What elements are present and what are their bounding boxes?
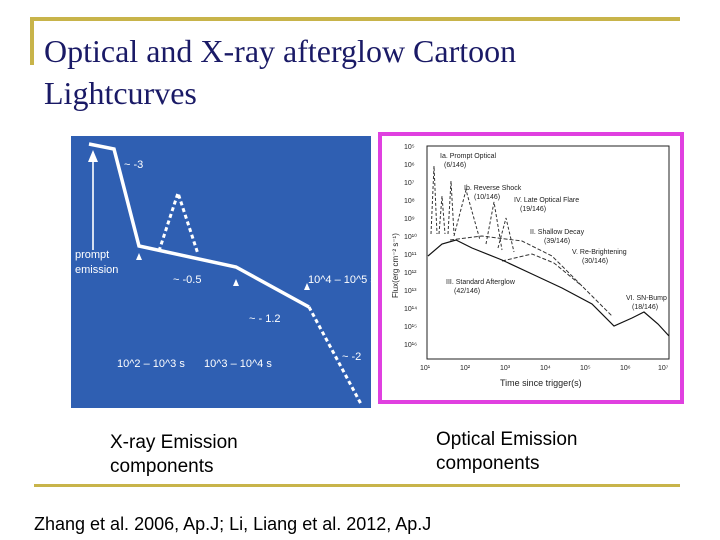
xray-flare-curve	[157, 188, 200, 255]
y-tick-label: 10⁸	[404, 198, 415, 205]
optical-xlabel: Time since trigger(s)	[500, 378, 582, 388]
bottom-rule	[34, 484, 680, 487]
break-marker-1	[136, 253, 142, 260]
prompt-optical-spike	[438, 195, 446, 235]
late-flare-curve	[485, 201, 503, 251]
label-v: V. Re-Brightening	[572, 249, 627, 256]
standard-afterglow-curve	[427, 239, 670, 337]
label-iii-count: (42/146)	[454, 288, 480, 295]
citation-text: Zhang et al. 2006, Ap.J; Li, Liang et al…	[34, 514, 432, 534]
y-tick-label: 10⁹	[404, 216, 415, 223]
prompt-optical-spike	[430, 165, 438, 235]
prompt-optical-spike	[447, 180, 455, 235]
break-marker-3	[304, 283, 310, 290]
prompt-arrow-head	[88, 150, 98, 162]
shallow-decay-curve	[449, 235, 613, 317]
label-vi: VI. SN-Bump	[626, 295, 667, 302]
label-ii: II. Shallow Decay	[530, 229, 585, 236]
x-tick-label: 10⁴	[540, 365, 551, 372]
x-tick-label: 10⁶	[620, 365, 631, 372]
prompt-label-line-1: prompt	[75, 249, 109, 261]
label-iv-count: (19/146)	[520, 206, 546, 213]
rebrightening-curve	[501, 253, 583, 287]
y-tick-label: 10¹¹	[404, 252, 417, 259]
label-vi-count: (18/146)	[632, 304, 658, 311]
slope-label-3: ~ - 1.2	[249, 313, 281, 325]
y-tick-label: 10¹²	[404, 270, 417, 277]
top-rule	[30, 17, 680, 21]
x-tick-label: 10¹	[420, 365, 431, 372]
x-tick-label: 10³	[500, 365, 511, 372]
optical-x-ticks: 10¹ 10² 10³ 10⁴ 10⁵ 10⁶ 10⁷	[420, 365, 669, 372]
y-tick-label: 10⁶	[404, 162, 415, 169]
y-tick-label: 10¹⁶	[404, 342, 417, 349]
reverse-shock-curve	[453, 188, 481, 241]
label-iv: IV. Late Optical Flare	[514, 197, 579, 204]
label-v-count: (30/146)	[582, 258, 608, 265]
y-tick-label: 10¹⁰	[404, 233, 417, 241]
y-tick-label: 10¹⁴	[404, 306, 417, 313]
optical-ylabel: Flux(erg cm⁻² s⁻¹)	[391, 233, 400, 298]
label-ii-count: (39/146)	[544, 238, 570, 245]
optical-lightcurve-panel: Flux(erg cm⁻² s⁻¹) 10⁵ 10⁶ 10⁷ 10⁸ 10⁹ 1…	[378, 132, 684, 404]
x-tick-label: 10⁵	[580, 365, 591, 372]
time-label-2: 10^3 – 10^4 s	[204, 358, 272, 370]
x-tick-label: 10²	[460, 365, 471, 372]
y-tick-label: 10¹³	[404, 288, 417, 295]
xray-caption-line-1: X-ray Emission	[110, 432, 238, 453]
slide-title: Optical and X-ray afterglow Cartoon Ligh…	[44, 30, 684, 114]
xray-lightcurve-panel: ~ -3 ~ -0.5 ~ - 1.2 ~ -2 prompt emission…	[71, 136, 376, 408]
optical-caption-line-2: components	[436, 453, 540, 474]
optical-caption: Optical Emission components	[436, 428, 578, 476]
label-ib-count: (10/146)	[474, 194, 500, 201]
time-label-1: 10^2 – 10^3 s	[117, 358, 185, 370]
label-iii: III. Standard Afterglow	[446, 279, 516, 286]
prompt-label-line-2: emission	[75, 264, 118, 276]
label-ia: Ia. Prompt Optical	[440, 153, 496, 160]
optical-plot-frame	[426, 145, 670, 360]
slope-label-4: ~ -2	[342, 351, 361, 363]
label-ib: Ib. Reverse Shock	[464, 185, 522, 192]
optical-caption-line-1: Optical Emission	[436, 429, 578, 450]
left-accent-rule	[30, 17, 34, 65]
slope-label-2: ~ -0.5	[173, 274, 201, 286]
optical-y-ticks: 10⁵ 10⁶ 10⁷ 10⁸ 10⁹ 10¹⁰ 10¹¹ 10¹² 10¹³ …	[404, 144, 417, 349]
xray-caption: X-ray Emission components	[110, 431, 238, 479]
title-line-1: Optical and X-ray afterglow Cartoon	[44, 33, 517, 69]
late-flare-curve	[497, 217, 515, 253]
slope-label-1: ~ -3	[124, 159, 143, 171]
optical-lightcurve-svg: Flux(erg cm⁻² s⁻¹) 10⁵ 10⁶ 10⁷ 10⁸ 10⁹ 1…	[391, 144, 670, 388]
y-tick-label: 10⁵	[404, 144, 415, 151]
x-tick-label: 10⁷	[658, 365, 669, 372]
y-tick-label: 10⁷	[404, 180, 415, 187]
title-line-2: Lightcurves	[44, 75, 197, 111]
time-label-3: 10^4 – 10^5 s	[308, 274, 371, 286]
break-marker-2	[233, 279, 239, 286]
y-tick-label: 10¹⁵	[404, 324, 417, 331]
label-ia-count: (6/146)	[444, 162, 466, 169]
xray-jet-break-curve	[307, 306, 363, 405]
xray-lightcurve-svg: ~ -3 ~ -0.5 ~ - 1.2 ~ -2 prompt emission…	[75, 142, 376, 405]
xray-main-curve	[88, 142, 310, 309]
xray-caption-line-2: components	[110, 456, 214, 477]
